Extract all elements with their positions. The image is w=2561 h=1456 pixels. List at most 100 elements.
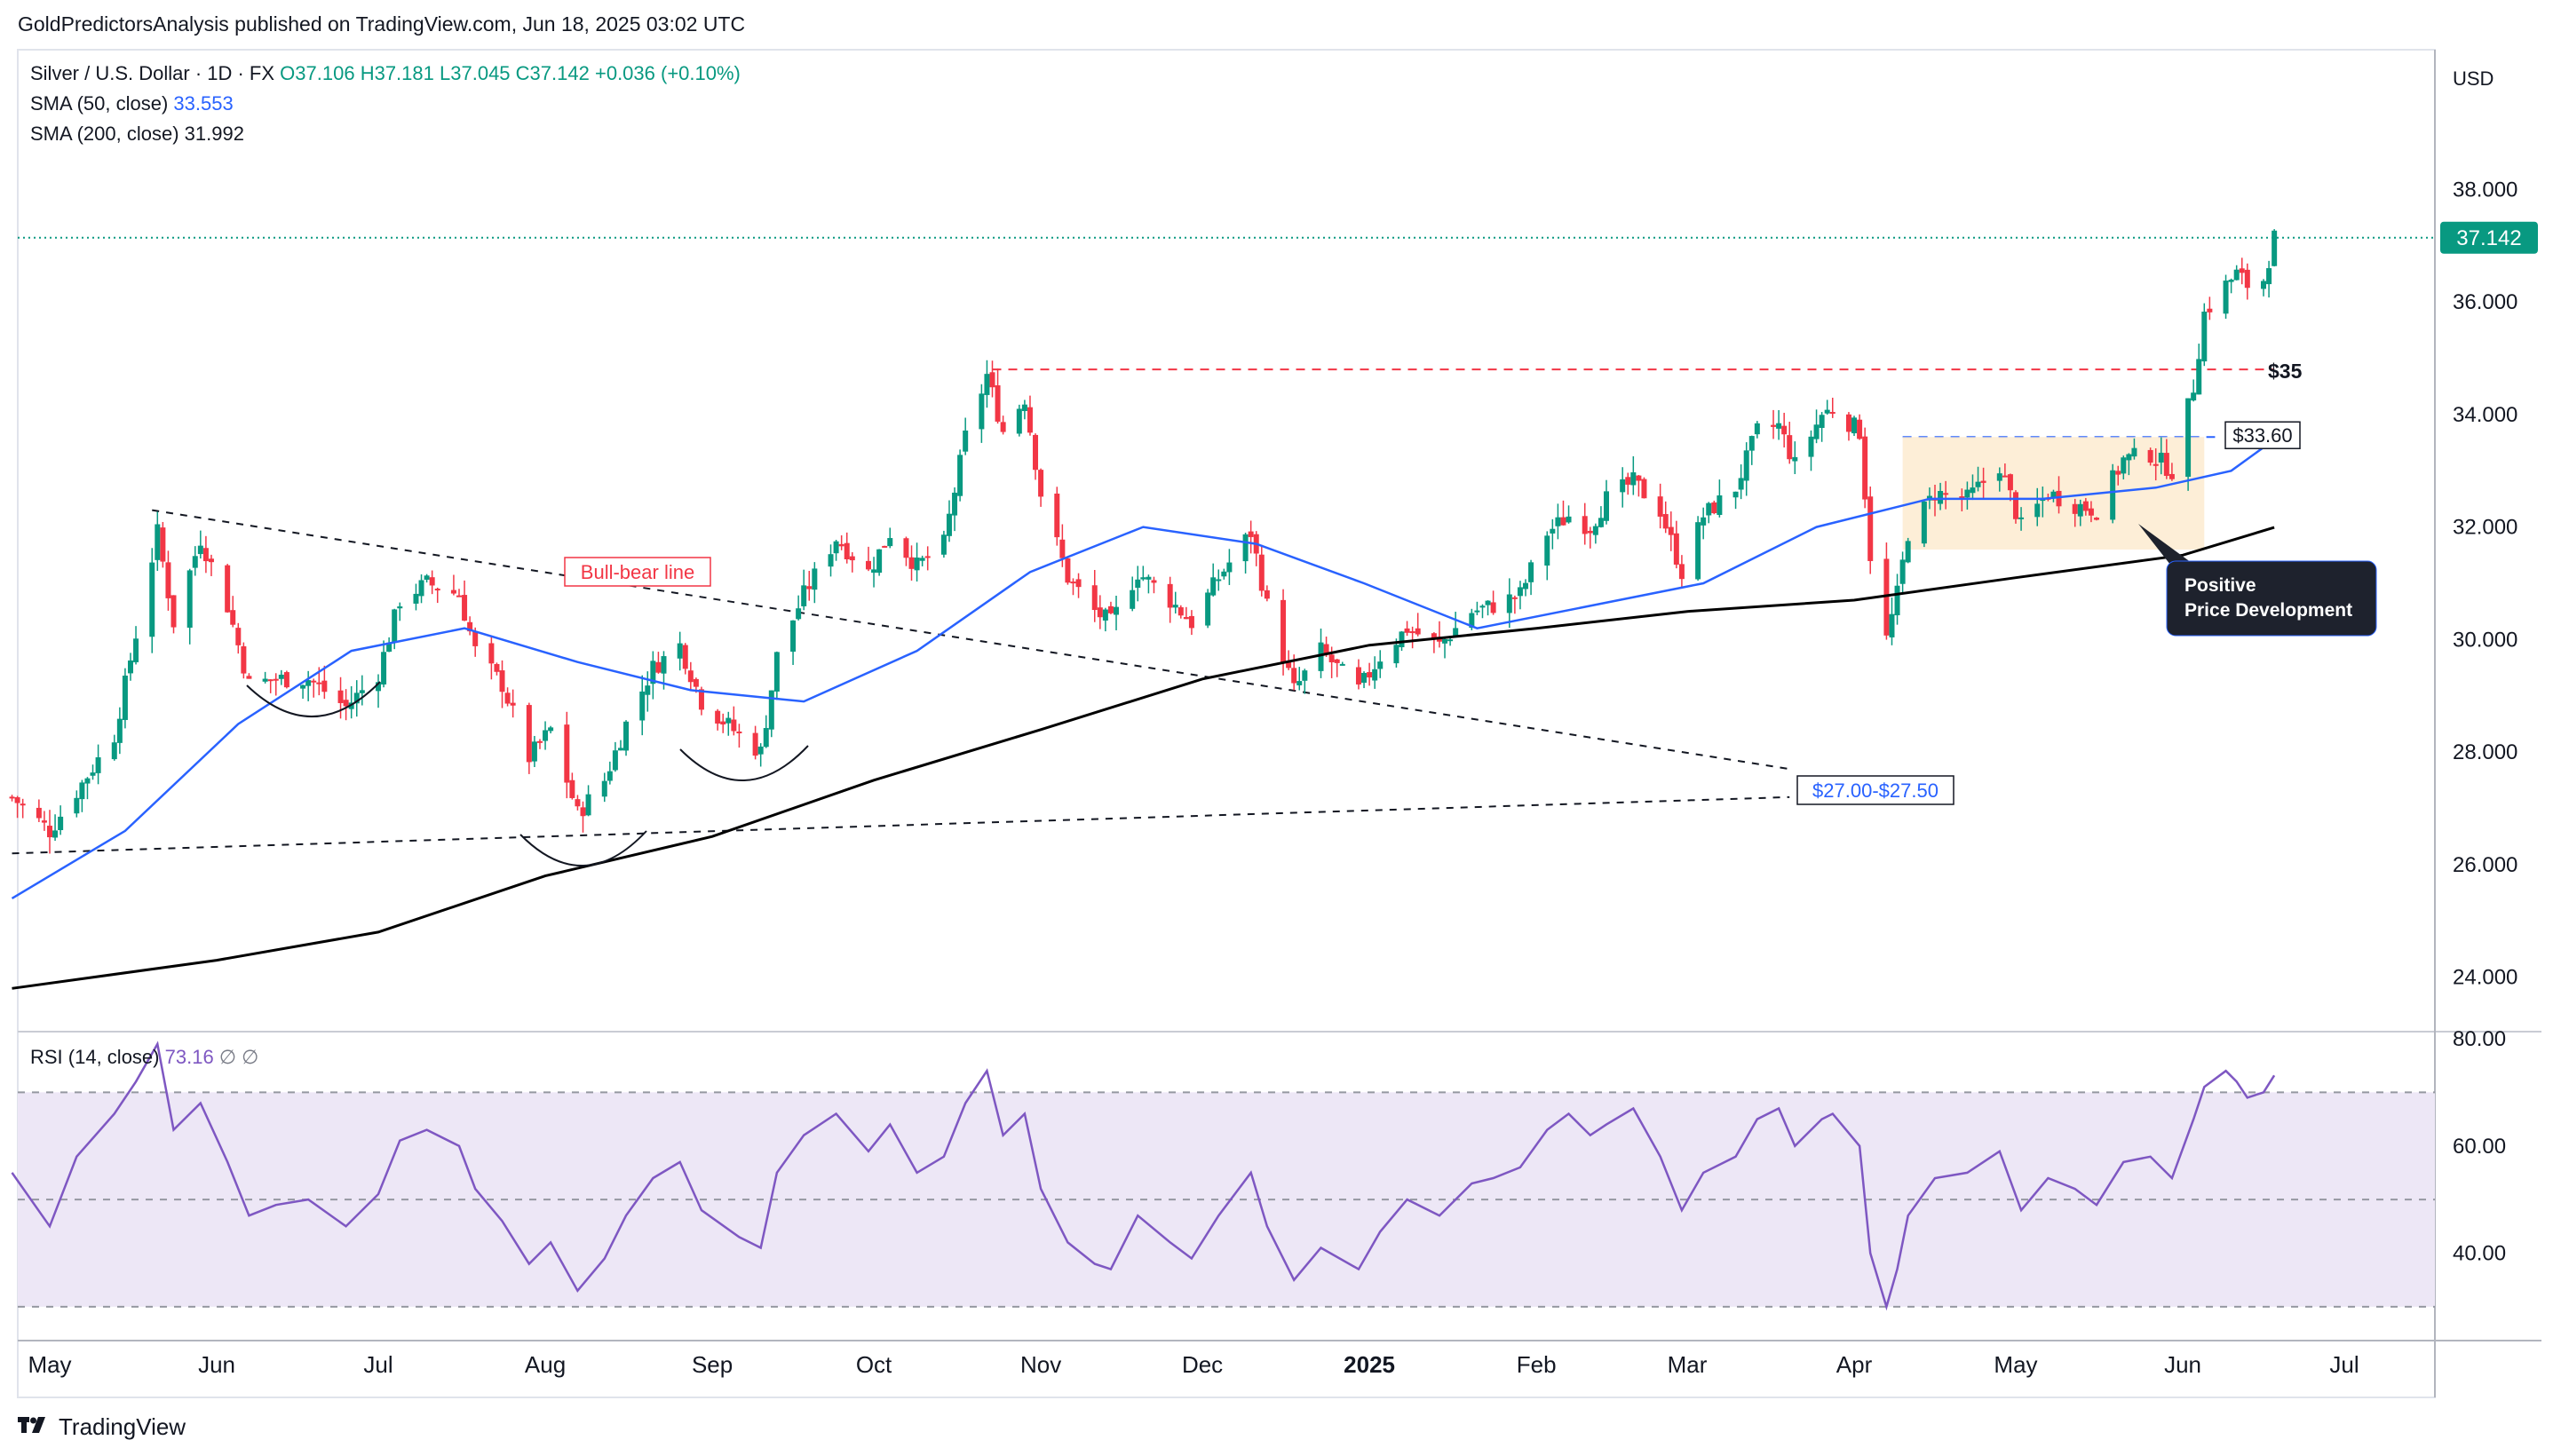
candle-up — [1339, 663, 1345, 666]
candle-down — [510, 702, 516, 706]
candle-up — [1172, 605, 1178, 608]
candle-up — [1970, 487, 1976, 494]
candle-up — [2018, 517, 2025, 519]
y-tick-label: 24.000 — [2453, 966, 2517, 990]
sma200-legend[interactable]: SMA (200, close) 31.992 — [30, 123, 244, 146]
candle-down — [450, 590, 456, 594]
candle-down — [1038, 470, 1044, 497]
candle-down — [462, 595, 468, 621]
candle-down — [1409, 631, 1415, 634]
candle-down — [160, 527, 166, 562]
candle-up — [52, 830, 59, 838]
candle-up — [1544, 535, 1550, 566]
rsi-legend[interactable]: RSI (14, close) 73.16 ∅ ∅ — [30, 1046, 258, 1069]
candle-up — [353, 692, 360, 704]
candle-down — [343, 700, 349, 707]
last-price-box — [2440, 221, 2538, 254]
candle-up — [1555, 517, 1561, 526]
candle-up — [413, 593, 419, 604]
close-value: C37.142 — [515, 62, 590, 84]
candle-down — [1673, 533, 1679, 565]
candle-down — [1000, 422, 1006, 432]
candle-down — [1188, 615, 1194, 629]
candle-up — [1717, 495, 1723, 515]
sma50-legend[interactable]: SMA (50, close) 33.553 — [30, 92, 234, 115]
candle-up — [2110, 470, 2116, 520]
candle-down — [2169, 473, 2175, 479]
candle-down — [1845, 414, 1851, 432]
cup-arc — [519, 830, 647, 866]
candle-down — [2056, 490, 2062, 507]
candle-up — [871, 569, 877, 574]
candle-up — [585, 794, 591, 816]
candle-down — [1787, 435, 1793, 460]
candle-up — [155, 524, 161, 560]
candle-up — [1738, 478, 1744, 490]
candle-down — [736, 731, 742, 733]
symbol-name: Silver / U.S. Dollar · 1D · FX — [30, 62, 275, 84]
candle-down — [1286, 661, 1292, 669]
candle-up — [2185, 398, 2192, 478]
sma200-line — [12, 526, 2275, 990]
candle-up — [1021, 404, 1027, 412]
candle-down — [569, 779, 575, 798]
candle-down — [2244, 269, 2250, 289]
candle-up — [1975, 481, 1981, 487]
candle-up — [1242, 534, 1249, 562]
candle-up — [79, 782, 85, 800]
candle-up — [84, 778, 91, 784]
candle-down — [2012, 492, 2018, 519]
level-3360-box — [2224, 421, 2301, 449]
cup-arc — [679, 745, 809, 781]
candle-down — [2239, 268, 2245, 273]
candle-down — [273, 678, 279, 681]
candle-up — [1894, 585, 1900, 616]
rsi-extra-1: ∅ — [218, 1046, 236, 1068]
candle-up — [1813, 424, 1820, 439]
x-tick-label: Nov — [1020, 1351, 1061, 1378]
candle-down — [1334, 659, 1340, 663]
candle-up — [1824, 409, 1830, 414]
candle-up — [2196, 359, 2202, 395]
symbol-legend[interactable]: Silver / U.S. Dollar · 1D · FX O37.106 H… — [30, 62, 741, 85]
candle-up — [1474, 610, 1480, 613]
publisher-line: GoldPredictorsAnalysis published on Trad… — [18, 12, 746, 36]
rsi-tick-label: 60.00 — [2453, 1135, 2506, 1159]
candle-down — [698, 689, 704, 710]
candle-down — [230, 610, 236, 625]
tradingview-brand[interactable]: TradingView — [18, 1413, 186, 1441]
candle-up — [1226, 562, 1233, 573]
candle-down — [1980, 480, 1986, 483]
candle-up — [1748, 436, 1755, 451]
y-tick-label: 38.000 — [2453, 178, 2517, 202]
candle-down — [1636, 475, 1642, 481]
x-tick-label: Feb — [1517, 1351, 1557, 1378]
candle-down — [9, 796, 15, 799]
candle-up — [914, 558, 920, 571]
candle-down — [536, 740, 543, 743]
candle-up — [661, 656, 667, 674]
candle-down — [1183, 617, 1189, 620]
candle-down — [1959, 496, 1965, 499]
candle-up — [601, 780, 607, 797]
candle-up — [1114, 606, 1120, 615]
candle-down — [903, 538, 909, 558]
candle-down — [1490, 602, 1496, 613]
candle-down — [682, 645, 688, 669]
candle-up — [919, 558, 925, 561]
candle-up — [2201, 312, 2208, 362]
sma50-label: SMA (50, close) — [30, 92, 169, 115]
candle-up — [1889, 613, 1895, 637]
candle-down — [36, 807, 42, 819]
candle-down — [1054, 493, 1060, 538]
candle-down — [1657, 496, 1663, 517]
candle-down — [1033, 434, 1039, 471]
candle-up — [2191, 392, 2197, 401]
candle-up — [1528, 562, 1534, 582]
x-tick-label: 2025 — [1344, 1351, 1395, 1378]
candle-down — [1781, 425, 1788, 435]
high-value: H37.181 — [360, 62, 434, 84]
candle-up — [1140, 577, 1146, 580]
